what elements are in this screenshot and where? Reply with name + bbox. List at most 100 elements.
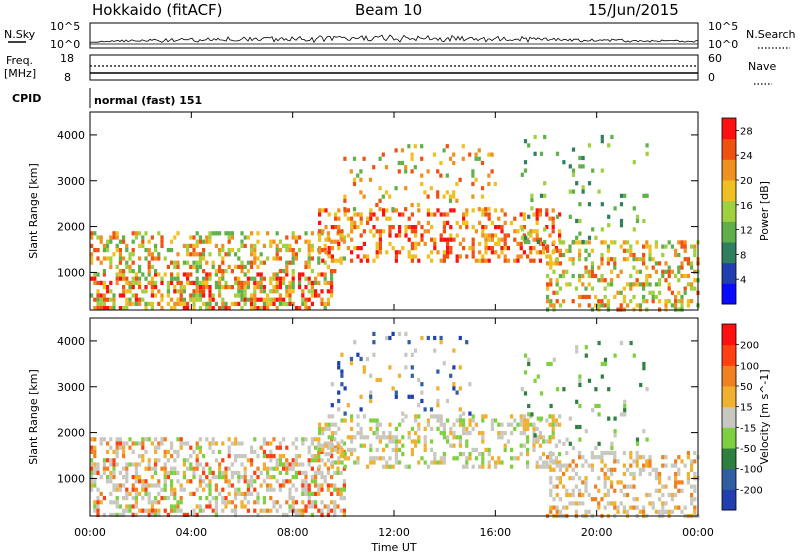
echo-cell <box>388 229 392 234</box>
echo-cell <box>134 441 138 446</box>
echo-cell <box>584 488 588 493</box>
echo-cell <box>532 431 536 436</box>
echo-cell <box>648 471 652 477</box>
echo-cell <box>350 418 354 423</box>
echo-cell <box>243 280 247 285</box>
echo-cell <box>683 248 687 253</box>
echo-cell <box>645 387 649 392</box>
echo-cell <box>202 269 206 274</box>
echo-cell <box>362 229 366 234</box>
echo-cell <box>301 512 305 517</box>
echo-cell <box>610 471 614 477</box>
echo-cell <box>686 261 690 266</box>
echo-cell <box>626 303 630 308</box>
echo-cell <box>388 233 392 238</box>
echo-cell <box>468 411 472 416</box>
echo-cell <box>285 272 289 277</box>
echo-cell <box>93 306 97 311</box>
echo-cell <box>310 280 314 285</box>
echo-cell <box>639 382 643 388</box>
echo-cell <box>230 500 234 505</box>
echo-cell <box>282 479 286 484</box>
echo-cell <box>606 501 610 506</box>
echo-cell <box>189 272 193 277</box>
echo-cell <box>423 229 427 234</box>
echo-cell <box>291 483 295 488</box>
echo-cell <box>356 422 360 427</box>
echo-cell <box>282 437 286 442</box>
echo-cell <box>301 301 305 306</box>
echo-cell <box>414 418 418 423</box>
echo-cell <box>320 272 324 277</box>
echo-cell <box>214 483 218 488</box>
echo-cell <box>211 293 215 298</box>
echo-cell <box>414 443 418 448</box>
echo-cell <box>651 501 655 506</box>
echo-cell <box>157 512 161 517</box>
colorbar-swatch <box>722 200 736 222</box>
echo-cell <box>198 235 202 240</box>
echo-cell <box>214 500 218 505</box>
echo-cell <box>163 479 167 484</box>
echo-cell <box>301 297 305 302</box>
echo-cell <box>195 260 199 265</box>
echo-cell <box>208 445 212 450</box>
echo-cell <box>549 488 553 493</box>
echo-cell <box>150 512 154 517</box>
echo-cell <box>96 301 100 306</box>
echo-cell <box>134 231 138 236</box>
echo-cell <box>337 456 341 461</box>
echo-cell <box>686 450 690 456</box>
echo-cell <box>613 294 617 300</box>
echo-cell <box>234 487 238 492</box>
echo-cell <box>632 484 636 489</box>
echo-cell <box>230 441 234 446</box>
echo-cell <box>597 441 601 446</box>
echo-cell <box>326 280 330 285</box>
echo-cell <box>693 488 697 493</box>
echo-cell <box>680 509 684 514</box>
echo-cell <box>623 399 627 404</box>
echo-cell <box>458 365 462 370</box>
echo-cell <box>664 455 668 460</box>
echo-cell <box>282 512 286 517</box>
echo-cell <box>680 459 684 464</box>
echo-cell <box>578 501 582 506</box>
echo-cell <box>253 297 257 302</box>
echo-cell <box>629 463 633 468</box>
echo-cell <box>272 285 276 290</box>
echo-cell <box>221 269 225 274</box>
echo-cell <box>661 501 665 506</box>
echo-cell <box>291 289 295 294</box>
echo-cell <box>362 414 366 419</box>
echo-cell <box>106 285 110 290</box>
y-tick-label: 2000 <box>57 221 85 234</box>
echo-cell <box>160 280 164 285</box>
echo-cell <box>314 470 318 475</box>
echo-cell <box>445 173 449 178</box>
echo-cell <box>481 431 485 436</box>
echo-cell <box>471 447 475 452</box>
echo-cell <box>337 426 341 431</box>
echo-cell <box>176 289 180 294</box>
echo-cell <box>278 269 282 274</box>
echo-cell <box>250 276 254 281</box>
echo-cell <box>484 212 488 217</box>
echo-cell <box>622 240 626 245</box>
echo-cell <box>458 435 462 440</box>
echo-cell <box>131 248 135 253</box>
echo-cell <box>266 441 270 446</box>
echo-cell <box>324 250 328 255</box>
echo-cell <box>304 504 308 509</box>
echo-cell <box>571 147 576 152</box>
echo-cell <box>382 212 386 217</box>
echo-cell <box>138 479 142 484</box>
echo-cell <box>606 299 610 304</box>
echo-cell <box>234 491 238 496</box>
echo-cell <box>407 225 411 230</box>
echo-cell <box>597 505 601 510</box>
echo-cell <box>587 463 591 468</box>
echo-cell <box>394 439 398 444</box>
echo-cell <box>458 439 462 444</box>
echo-cell <box>683 240 687 245</box>
